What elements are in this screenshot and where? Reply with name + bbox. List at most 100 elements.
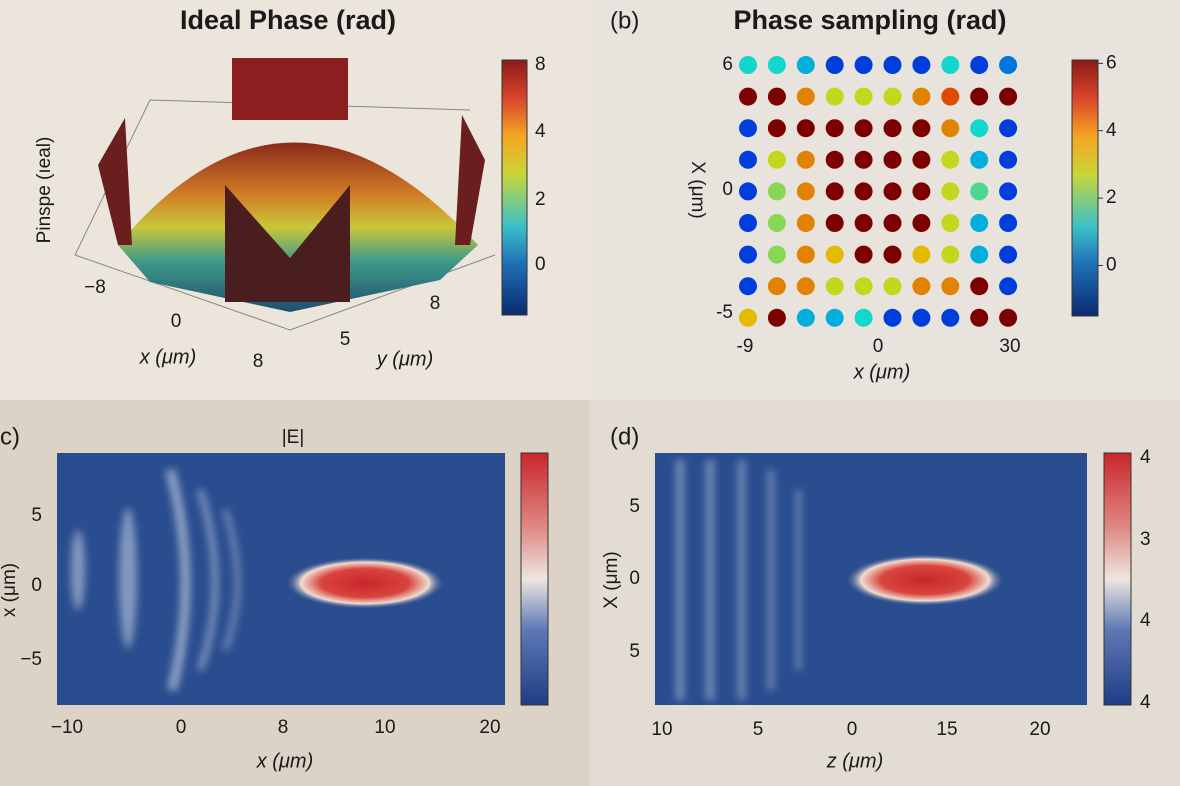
colorbar-tick-labels: 0 [535,254,546,275]
dot [999,119,1018,138]
dot [767,119,786,138]
dot [970,182,989,201]
dot [767,87,786,106]
y-tick-labels: 6 [722,54,733,75]
colorbar-tick-label: 6 [1106,52,1117,73]
dot [854,182,873,201]
dot [999,308,1018,327]
dot [739,56,757,74]
x-tick-labels: −10 [51,717,83,738]
dot [796,150,815,169]
colorbar [520,452,549,706]
dot [739,245,757,264]
x-axis-label: x (μm) [256,750,314,772]
colorbar [501,59,528,316]
dot [970,87,989,106]
dot [854,150,873,169]
dot [999,214,1018,232]
dot [796,277,815,296]
dot [825,119,844,138]
dot [767,214,786,232]
dot [796,119,815,138]
dot [883,308,902,327]
x-tick-labels: 0 [176,717,187,738]
dot [739,277,757,296]
x-tick-labels: 8 [253,351,264,372]
y-axis-label: X (μm) [601,551,622,608]
x-axis-label: x (μm) [139,346,197,368]
y-tick-labels: 0 [629,568,640,589]
dot [825,214,844,232]
dot [883,87,902,106]
x-tick-labels: 8 [278,717,289,738]
dot [970,56,989,74]
dot [999,245,1018,264]
dot [767,150,786,169]
dot [739,150,757,169]
y-axis-label: X (μm) [687,161,708,218]
dot [854,87,873,106]
dot [854,245,873,264]
dot [941,182,960,201]
dot [999,56,1018,74]
z-axis-label: Pinspe (ıeal) [34,137,55,244]
x-tick-labels: 20 [1029,719,1050,740]
y-axis-label: y (μm) [375,348,434,370]
dot [825,245,844,264]
dot [941,277,960,296]
panel-letter: (d) [610,423,639,450]
y-tick-labels: -5 [716,302,733,323]
dot [854,277,873,296]
dot [970,277,989,296]
colorbar [1103,452,1132,706]
dot [825,308,844,327]
focus-spot [285,557,445,609]
x-tick-labels: 0 [873,336,884,357]
dot [767,308,786,327]
x-tick-labels: −8 [84,277,106,298]
dot [999,182,1018,201]
dot [796,308,815,327]
dot [970,119,989,138]
panel-letter: c) [0,423,20,450]
dot [767,245,786,264]
heatmap [655,453,1087,705]
panel-letter: (b) [610,7,639,34]
colorbar-tick-labels: 4 [1140,447,1151,468]
y-tick-labels: 8 [430,293,441,314]
dot [739,308,757,327]
title: |E| [282,427,305,448]
colorbar-tick-labels: 4 [1140,692,1151,713]
colorbar-tick-labels: 2 [535,189,546,210]
y-tick-labels: 5 [31,505,42,526]
colorbar-tick-labels: 8 [535,54,546,75]
title: Ideal Phase (rad) [180,5,396,35]
dot [739,87,757,106]
x-tick-labels: -9 [737,336,754,357]
dot [883,119,902,138]
surface-plot [74,58,496,331]
dot [883,277,902,296]
dot [912,87,931,106]
x-tick-labels: 20 [479,717,500,738]
dot [883,214,902,232]
dot [941,56,960,74]
dot [883,150,902,169]
colorbar-tick-label: 0 [1106,254,1117,275]
dot [854,119,873,138]
dot [796,87,815,106]
colorbar-tick-labels: 3 [1140,529,1151,550]
x-tick-labels: 15 [936,719,957,740]
dot [854,56,873,74]
x-tick-labels: 5 [753,719,764,740]
dot [970,308,989,327]
x-tick-labels: 10 [651,719,672,740]
dot [796,214,815,232]
dot [999,150,1018,169]
dot [970,214,989,232]
x-tick-labels: 30 [999,336,1020,357]
colorbar-tick-labels: 4 [1140,610,1151,631]
x-tick-labels: 0 [171,311,182,332]
dot [941,214,960,232]
dot [825,87,844,106]
